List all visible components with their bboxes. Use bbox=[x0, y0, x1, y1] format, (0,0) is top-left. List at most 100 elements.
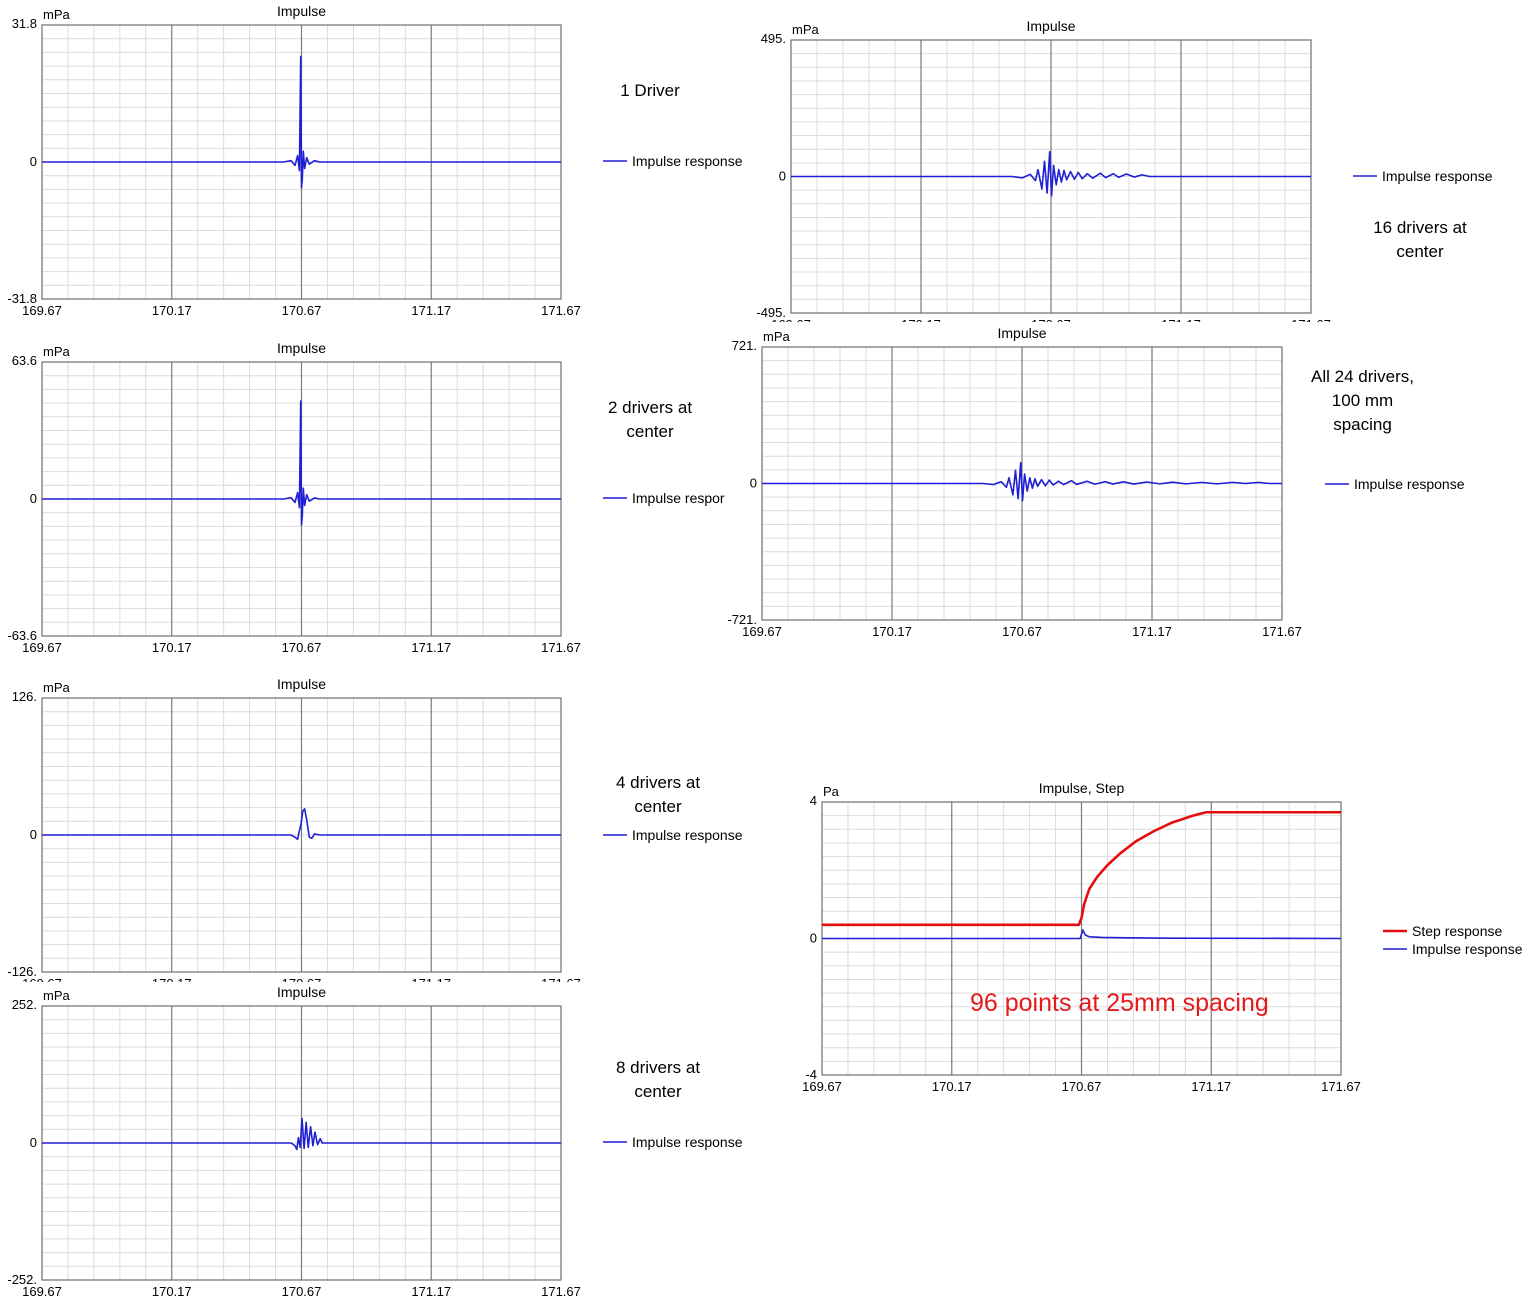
note-1: 1 Driver bbox=[620, 81, 680, 100]
series-line-impulse-response bbox=[42, 55, 561, 189]
x-tick-label: 170.17 bbox=[872, 624, 912, 639]
series-line-step-response bbox=[822, 810, 1341, 927]
y-unit-label: Pa bbox=[823, 784, 840, 799]
chart-title: Impulse bbox=[277, 984, 326, 1000]
x-tick-label: 170.17 bbox=[152, 640, 192, 655]
y-tick-label: 4 bbox=[810, 793, 817, 808]
chart-3: Impulse mPa 126. 0 -126.169.67 170.17 170.67 17… bbox=[7, 676, 743, 991]
chart-6: Impulse mPa 721. 0 -721.169.67 170.17 170.67 17… bbox=[727, 325, 1464, 639]
y-tick-label: -4 bbox=[805, 1067, 817, 1082]
x-tick-label: 171.67 bbox=[1291, 317, 1331, 332]
y-tick-label: -495. bbox=[756, 305, 786, 320]
y-tick-label: 495. bbox=[761, 31, 786, 46]
x-tick-label: 169.67 bbox=[22, 976, 62, 991]
x-tick-label: 170.67 bbox=[282, 303, 322, 318]
legend-label: Impulse response bbox=[632, 153, 743, 169]
x-tick-label: 171.67 bbox=[541, 640, 581, 655]
y-tick-label: 0 bbox=[810, 931, 817, 946]
x-tick-label: 170.17 bbox=[152, 303, 192, 318]
legend-label: Impulse response bbox=[632, 827, 743, 843]
chart-title: Impulse bbox=[1026, 18, 1075, 34]
x-tick-label: 169.67 bbox=[771, 317, 811, 332]
series-line-impulse-response bbox=[42, 808, 561, 841]
annotation-96-points: 96 points at 25mm spacing bbox=[970, 989, 1269, 1017]
y-tick-label: 126. bbox=[12, 689, 37, 704]
x-tick-label: 171.17 bbox=[1191, 1079, 1231, 1094]
note-5: 16 drivers at center bbox=[1373, 218, 1467, 261]
y-tick-label: 0 bbox=[30, 491, 37, 506]
chart-title: Impulse bbox=[277, 340, 326, 356]
legend-label: Impulse response bbox=[1412, 941, 1523, 957]
x-tick-label: 171.17 bbox=[411, 303, 451, 318]
x-tick-label: 171.17 bbox=[1132, 624, 1172, 639]
x-tick-label: 169.67 bbox=[22, 303, 62, 318]
x-tick-label: 171.67 bbox=[541, 303, 581, 318]
chart-title: Impulse bbox=[277, 3, 326, 19]
legend-label: Impulse respor bbox=[632, 490, 725, 506]
x-tick-label: 171.17 bbox=[411, 1284, 451, 1299]
note-4: 8 drivers at center bbox=[615, 1058, 701, 1101]
chart-title: Impulse bbox=[277, 676, 326, 692]
y-unit-label: mPa bbox=[792, 22, 820, 37]
legend-label: Impulse response bbox=[1382, 168, 1493, 184]
y-unit-label: mPa bbox=[43, 680, 71, 695]
y-tick-label: -721. bbox=[727, 612, 757, 627]
x-tick-label: 169.67 bbox=[22, 640, 62, 655]
chart-title: Impulse bbox=[997, 325, 1046, 341]
series-line-impulse-response bbox=[791, 150, 1311, 197]
y-tick-label: -252. bbox=[7, 1272, 37, 1287]
y-tick-label: 0 bbox=[30, 1135, 37, 1150]
y-tick-label: 0 bbox=[779, 169, 786, 184]
x-tick-label: 171.67 bbox=[541, 1284, 581, 1299]
x-tick-label: 171.67 bbox=[1321, 1079, 1361, 1094]
x-tick-label: 170.17 bbox=[152, 1284, 192, 1299]
x-tick-label: 169.67 bbox=[802, 1079, 842, 1094]
y-tick-label: -126. bbox=[7, 964, 37, 979]
x-tick-label: 170.17 bbox=[152, 976, 192, 991]
legend-label: Impulse response bbox=[1354, 476, 1465, 492]
x-tick-label: 170.67 bbox=[282, 976, 322, 991]
note-2: 2 drivers at center bbox=[607, 398, 693, 441]
x-tick-label: 170.67 bbox=[1031, 317, 1071, 332]
y-unit-label: mPa bbox=[43, 7, 71, 22]
chart-title: Impulse, Step bbox=[1039, 780, 1125, 796]
x-tick-label: 171.17 bbox=[411, 640, 451, 655]
y-tick-label: 31.8 bbox=[12, 16, 37, 31]
x-tick-label: 170.67 bbox=[282, 1284, 322, 1299]
x-tick-label: 169.67 bbox=[22, 1284, 62, 1299]
x-tick-label: 169.67 bbox=[742, 624, 782, 639]
y-tick-label: -63.6 bbox=[7, 628, 37, 643]
x-tick-label: 171.17 bbox=[411, 976, 451, 991]
x-tick-label: 170.67 bbox=[1002, 624, 1042, 639]
series-line-impulse-response bbox=[822, 929, 1342, 940]
x-tick-label: 171.67 bbox=[541, 976, 581, 991]
series-line-impulse-respor bbox=[42, 400, 561, 526]
series-line-impulse-response bbox=[42, 1117, 561, 1151]
x-tick-label: 171.67 bbox=[1262, 624, 1302, 639]
note-3: 4 drivers at center bbox=[615, 773, 701, 816]
y-unit-label: mPa bbox=[43, 988, 71, 1003]
y-tick-label: -31.8 bbox=[7, 291, 37, 306]
chart-5: Impulse mPa 495. 0 -495.169.67 170.17 170.67 17… bbox=[756, 18, 1493, 332]
x-tick-label: 171.17 bbox=[1161, 317, 1201, 332]
x-tick-label: 170.67 bbox=[1062, 1079, 1102, 1094]
legend-label: Impulse response bbox=[632, 1134, 743, 1150]
y-tick-label: 721. bbox=[732, 338, 757, 353]
y-tick-label: 63.6 bbox=[12, 353, 37, 368]
y-unit-label: mPa bbox=[43, 344, 71, 359]
series-line-impulse-response bbox=[762, 461, 1282, 502]
y-tick-label: 252. bbox=[12, 997, 37, 1012]
y-tick-label: 0 bbox=[30, 154, 37, 169]
y-tick-label: 0 bbox=[30, 827, 37, 842]
y-unit-label: mPa bbox=[763, 329, 791, 344]
x-tick-label: 170.17 bbox=[901, 317, 941, 332]
legend-label: Step response bbox=[1412, 923, 1502, 939]
x-tick-label: 170.17 bbox=[932, 1079, 972, 1094]
y-tick-label: 0 bbox=[750, 476, 757, 491]
note-6: All 24 drivers, 100 mm spacing bbox=[1311, 367, 1414, 434]
chart-4: Impulse mPa 252. 0 -252.169.67 170.17 170.67 17… bbox=[7, 984, 742, 1299]
